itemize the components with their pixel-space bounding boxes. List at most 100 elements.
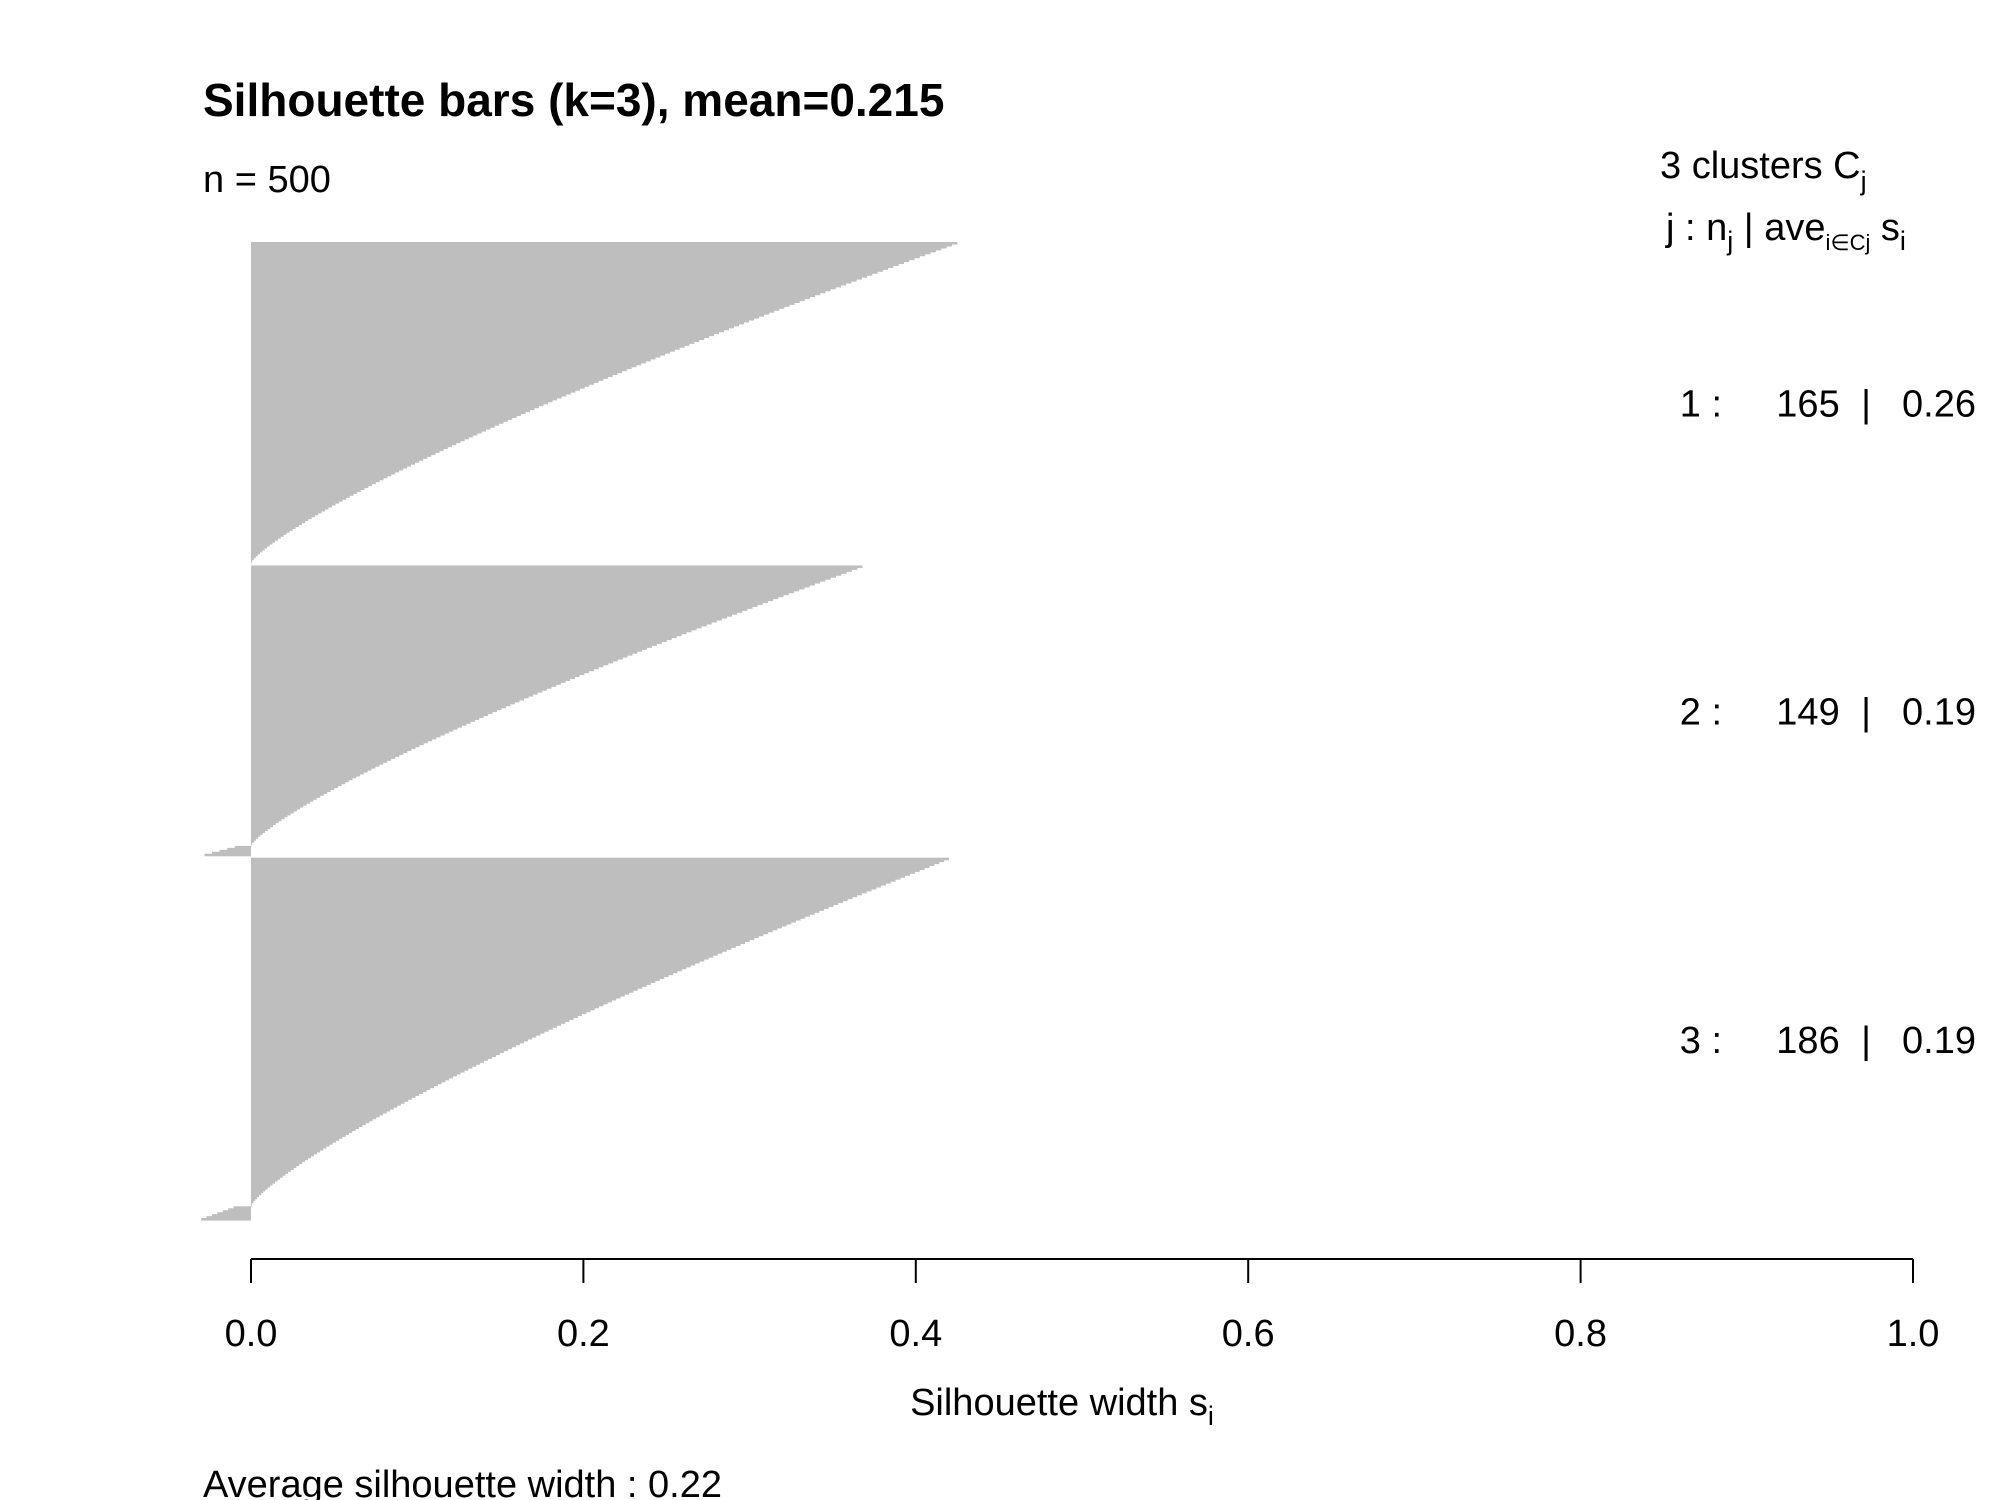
silhouette-bar: [251, 621, 712, 625]
silhouette-bar: [251, 325, 734, 329]
silhouette-bar: [251, 688, 547, 691]
silhouette-bar: [251, 475, 388, 479]
silhouette-bar: [206, 1216, 251, 1219]
silhouette-bar: [251, 937, 755, 941]
silhouette-bar: [251, 370, 623, 374]
cluster-label-average: 0.19: [1902, 692, 1976, 734]
silhouette-bar: [251, 1144, 330, 1147]
cluster-label-average: 0.26: [1902, 384, 1976, 426]
silhouette-bar: [251, 635, 677, 639]
silhouette-bar: [251, 859, 945, 863]
silhouette-bar: [251, 958, 705, 962]
silhouette-bar: [251, 341, 695, 344]
silhouette-bar: [251, 267, 889, 270]
cluster-label-average: 0.19: [1902, 1020, 1976, 1062]
cluster-label-index: 1 :: [1680, 384, 1722, 426]
silhouette-bar: [251, 551, 260, 555]
cluster-1-bars: [251, 242, 958, 565]
silhouette-bar: [251, 261, 904, 265]
silhouette-bar: [251, 286, 836, 290]
silhouette-bar: [251, 501, 340, 504]
cluster-3-bars: [201, 857, 950, 1221]
silhouette-bar: [251, 395, 562, 399]
silhouette-bar: [251, 822, 276, 826]
silhouette-bar: [251, 1145, 327, 1149]
silhouette-bar: [251, 970, 678, 974]
silhouette-bar: [251, 760, 388, 763]
silhouette-bar: [251, 834, 261, 837]
silhouette-bar: [251, 245, 947, 249]
silhouette-bar: [251, 429, 487, 432]
cluster-label-size: 149: [1776, 692, 1839, 734]
silhouette-bar: [251, 982, 651, 985]
silhouette-bar: [251, 345, 685, 348]
silhouette-bar: [251, 581, 821, 584]
silhouette-bar: [251, 966, 687, 970]
silhouette-bar: [251, 360, 646, 364]
silhouette-bar: [227, 847, 251, 851]
silhouette-bar: [251, 312, 770, 315]
silhouette-bar: [251, 366, 632, 370]
silhouette-bar: [251, 945, 736, 948]
x-tick-label: 0.2: [557, 1313, 610, 1355]
silhouette-bar: [251, 748, 412, 752]
silhouette-bar: [251, 1165, 297, 1169]
silhouette-bar: [251, 456, 428, 459]
silhouette-bar: [251, 427, 491, 430]
silhouette-bar: [251, 921, 792, 925]
silhouette-bar: [251, 978, 660, 981]
silhouette-bar: [217, 1212, 251, 1215]
silhouette-bar: [251, 826, 271, 829]
silhouette-bar: [251, 647, 648, 650]
silhouette-bar: [251, 508, 326, 512]
silhouette-bar: [251, 434, 474, 438]
silhouette-bar: [251, 789, 331, 792]
silhouette-bar: [251, 623, 707, 627]
silhouette-bar: [251, 1081, 442, 1085]
silhouette-bar: [251, 565, 863, 568]
silhouette-bar: [251, 579, 826, 582]
silhouette-bar: [251, 783, 342, 787]
silhouette-bar: [251, 666, 599, 670]
silhouette-bar: [251, 271, 878, 274]
silhouette-bar: [251, 279, 857, 282]
x-tick-label: 0.4: [889, 1313, 942, 1355]
silhouette-bar: [251, 943, 741, 946]
x-tick-label: 0.0: [225, 1313, 278, 1355]
silhouette-bar: [251, 1126, 360, 1130]
silhouette-bar: [251, 600, 768, 604]
silhouette-bar: [251, 818, 282, 822]
silhouette-bar: [251, 808, 297, 812]
x-axis-ticks: 0.0 0.2 0.4 0.6 0.8 1.0: [225, 1259, 1939, 1355]
silhouette-bar: [251, 1136, 343, 1139]
silhouette-bar: [251, 867, 925, 870]
silhouette-bar: [251, 586, 805, 590]
silhouette-bar: [251, 873, 911, 876]
silhouette-bar: [251, 701, 515, 705]
silhouette-bar: [251, 440, 461, 444]
silhouette-bar: [251, 549, 263, 553]
silhouette-bar: [251, 1095, 416, 1098]
silhouette-bar: [251, 364, 637, 368]
silhouette-bar: [251, 912, 815, 915]
silhouette-bar: [251, 727, 458, 730]
silhouette-bar: [251, 314, 765, 317]
silhouette-bar: [251, 458, 424, 461]
silhouette-bar: [251, 707, 502, 711]
silhouette-bar: [251, 777, 353, 781]
silhouette-bar: [251, 386, 585, 389]
silhouette-bar: [251, 1064, 477, 1067]
silhouette-bar: [251, 296, 810, 300]
silhouette-bar: [251, 1130, 353, 1133]
cluster-label-index: 2 :: [1680, 692, 1722, 734]
silhouette-bar: [251, 1056, 492, 1059]
silhouette-bar: [251, 503, 336, 506]
silhouette-bar: [251, 450, 440, 453]
silhouette-bar: [251, 925, 782, 929]
silhouette-bar: [251, 734, 441, 738]
silhouette-bar: [251, 1083, 438, 1087]
silhouette-bar: [251, 349, 675, 352]
silhouette-bar: [251, 738, 433, 742]
silhouette-bar: [251, 555, 256, 559]
silhouette-bar: [251, 840, 254, 843]
